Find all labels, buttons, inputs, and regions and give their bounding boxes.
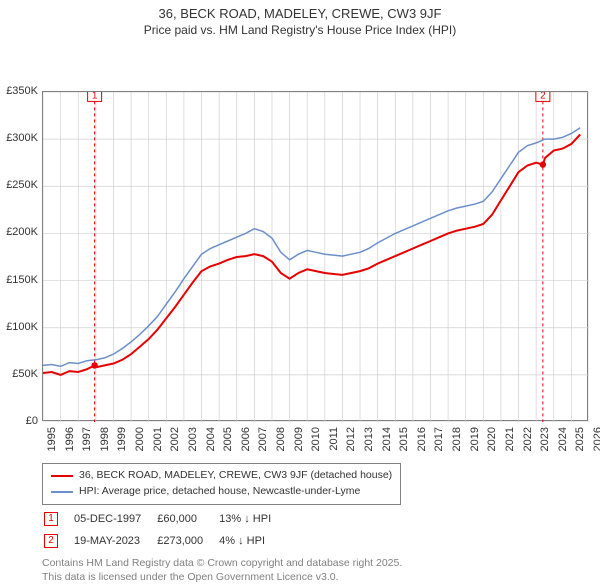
x-tick-label: 2016 [416, 427, 428, 451]
legend-item: 36, BECK ROAD, MADELEY, CREWE, CW3 9JF (… [51, 468, 392, 484]
x-tick-label: 2017 [433, 427, 445, 451]
legend-swatch [51, 491, 73, 493]
x-tick-label: 2021 [504, 427, 516, 451]
x-tick-label: 1998 [99, 427, 111, 451]
legend-label: HPI: Average price, detached house, Newc… [79, 484, 360, 500]
x-tick-label: 2023 [539, 427, 551, 451]
x-tick-label: 2012 [345, 427, 357, 451]
y-tick-label: £150K [6, 274, 38, 286]
attribution-footer: Contains HM Land Registry data © Crown c… [42, 557, 402, 584]
legend: 36, BECK ROAD, MADELEY, CREWE, CW3 9JF (… [42, 463, 401, 505]
marker-id-box: 1 [44, 512, 58, 526]
marker-price: £273,000 [157, 531, 217, 551]
y-tick-label: £0 [26, 415, 38, 427]
x-tick-label: 2024 [557, 427, 569, 451]
x-tick-label: 1997 [81, 427, 93, 451]
marker-data-table: 1 05-DEC-1997£60,00013% ↓ HPI 2 19-MAY-2023… [42, 507, 287, 553]
x-tick-label: 2015 [398, 427, 410, 451]
x-tick-label: 2010 [310, 427, 322, 451]
x-tick-label: 2011 [328, 427, 340, 451]
x-tick-label: 1999 [116, 427, 128, 451]
legend-label: 36, BECK ROAD, MADELEY, CREWE, CW3 9JF (… [79, 468, 392, 484]
y-tick-label: £200K [6, 226, 38, 238]
x-tick-label: 2014 [381, 427, 393, 451]
x-tick-label: 1996 [64, 427, 76, 451]
y-tick-label: £300K [6, 132, 38, 144]
legend-swatch [51, 475, 73, 477]
y-tick-label: £350K [6, 85, 38, 97]
x-tick-label: 1995 [46, 427, 58, 451]
legend-item: HPI: Average price, detached house, Newc… [51, 484, 392, 500]
x-tick-label: 2006 [240, 427, 252, 451]
chart-svg: 12 [43, 92, 589, 422]
x-tick-label: 2007 [257, 427, 269, 451]
svg-text:2: 2 [540, 92, 546, 101]
marker-row: 1 05-DEC-1997£60,00013% ↓ HPI [44, 509, 285, 529]
svg-text:1: 1 [92, 92, 98, 101]
x-tick-label: 2025 [574, 427, 586, 451]
x-tick-label: 2008 [275, 427, 287, 451]
x-tick-label: 2009 [293, 427, 305, 451]
x-tick-label: 2022 [522, 427, 534, 451]
y-tick-label: £50K [12, 368, 38, 380]
marker-date: 05-DEC-1997 [74, 509, 155, 529]
x-tick-label: 2005 [222, 427, 234, 451]
x-tick-label: 2002 [169, 427, 181, 451]
footer-line2: This data is licensed under the Open Gov… [42, 571, 402, 584]
footer-line1: Contains HM Land Registry data © Crown c… [42, 557, 402, 571]
x-tick-label: 2000 [134, 427, 146, 451]
x-tick-label: 2013 [363, 427, 375, 451]
chart-title-line1: 36, BECK ROAD, MADELEY, CREWE, CW3 9JF [0, 6, 600, 21]
marker-delta: 13% ↓ HPI [219, 509, 285, 529]
marker-row: 2 19-MAY-2023£273,0004% ↓ HPI [44, 531, 285, 551]
x-tick-label: 2018 [451, 427, 463, 451]
x-tick-label: 2019 [469, 427, 481, 451]
x-tick-label: 2026 [592, 427, 600, 451]
x-tick-label: 2004 [205, 427, 217, 451]
marker-price: £60,000 [157, 509, 217, 529]
x-tick-label: 2020 [486, 427, 498, 451]
chart-title-line2: Price paid vs. HM Land Registry's House … [0, 23, 600, 37]
x-tick-label: 2001 [152, 427, 164, 451]
y-tick-label: £100K [6, 321, 38, 333]
marker-date: 19-MAY-2023 [74, 531, 155, 551]
marker-delta: 4% ↓ HPI [219, 531, 285, 551]
x-tick-label: 2003 [187, 427, 199, 451]
plot-area: 12 [42, 91, 588, 421]
y-tick-label: £250K [6, 179, 38, 191]
marker-id-box: 2 [44, 534, 58, 548]
